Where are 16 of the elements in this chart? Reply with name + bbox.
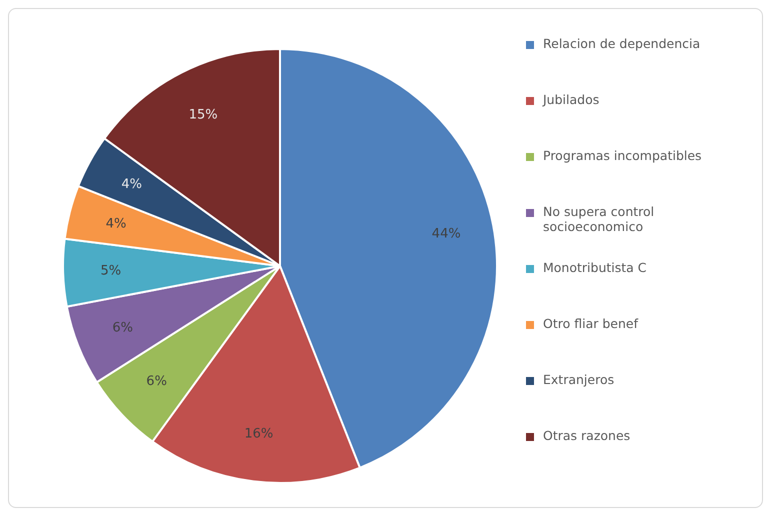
legend-label: Otras razones (543, 428, 630, 443)
legend-label: Programas incompatibles (543, 148, 702, 163)
data-label: 4% (121, 176, 142, 192)
data-label: 44% (432, 226, 461, 242)
data-label: 6% (146, 374, 167, 390)
legend-label: Extranjeros (543, 372, 614, 387)
data-label: 15% (188, 108, 218, 123)
legend-label: Relacion de dependencia (543, 36, 700, 51)
data-label: 4% (106, 216, 126, 232)
data-label: 16% (244, 426, 274, 442)
legend-label: No supera control socioeconomico (543, 204, 656, 234)
data-label: 6% (112, 320, 133, 336)
legend-label: Jubilados (543, 92, 600, 107)
data-label: 5% (100, 264, 122, 279)
legend-label: Monotributista C (543, 260, 647, 275)
legend-label: Otro fliar benef (543, 316, 638, 331)
